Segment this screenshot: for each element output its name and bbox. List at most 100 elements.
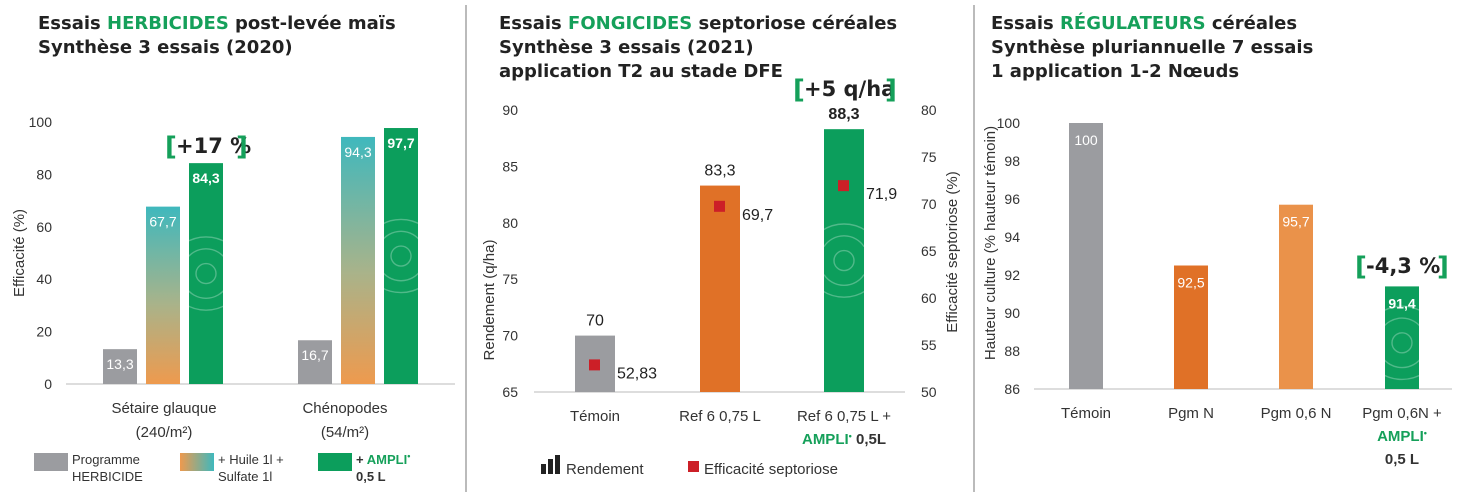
bar	[700, 185, 740, 392]
legend-label: Programme	[72, 452, 140, 467]
wave-ring	[1391, 332, 1413, 354]
panel1-subtitle: Synthèse 3 essais (2020)	[38, 37, 293, 58]
y2-tick-label: 55	[921, 337, 937, 353]
panel3-category-sublabel: AMPLI•	[1377, 428, 1427, 445]
panel1-bars: 13,3 67,7 84,3 16,7 94,3 97,7	[103, 128, 424, 384]
panel3-y-axis: 86 88 90 92 94 96 98 100	[997, 115, 1021, 397]
wave-arc	[378, 285, 424, 294]
fongicides-panel: Essais FONGICIDES septoriose céréales Sy…	[481, 13, 961, 478]
wave-arc	[183, 302, 229, 311]
legend-label: HERBICIDE	[72, 469, 143, 484]
y-tick-label: 20	[36, 324, 52, 340]
wave-arc	[378, 218, 424, 227]
panel2-y-axes: 65 70 75 80 85 90 50 55 60 65 70 75 80	[502, 102, 936, 400]
y-tick-label: 90	[502, 102, 518, 118]
panel2-subtitle: application T2 au stade DFE	[499, 61, 783, 82]
panel1-category-sublabel: (240/m²)	[136, 424, 193, 441]
panel2-category-sublabel: AMPLI• 0,5L	[802, 431, 886, 448]
legend-swatch-ampli	[318, 453, 352, 471]
bar-value-label: 70	[586, 313, 604, 330]
panel2-bars: 70 52,83 83,3 69,7 88,3 71,9	[575, 106, 897, 392]
marker-value-label: 69,7	[742, 207, 773, 224]
marker-value-label: 71,9	[866, 186, 897, 203]
svg-text:[: [	[165, 132, 177, 162]
panel1-title-highlight: HERBICIDES	[107, 13, 229, 34]
y2-tick-label: 75	[921, 149, 937, 165]
bar-texture	[183, 236, 229, 311]
bar-texture	[1379, 305, 1425, 381]
wave-arc	[185, 248, 227, 260]
panel1-category-label: Chénopodes	[302, 400, 387, 417]
y2-tick-label: 60	[921, 290, 937, 306]
legend-swatch-programme	[34, 453, 68, 471]
bar-value-label: 67,7	[149, 214, 176, 230]
panel3-annotation: [ -4,3 % ]	[1355, 252, 1449, 282]
y2-tick-label: 50	[921, 384, 937, 400]
wave-ring	[833, 249, 855, 272]
bar	[1174, 265, 1208, 389]
y-tick-label: 86	[1004, 381, 1020, 397]
legend-label: Sulfate 1l	[218, 469, 272, 484]
y-tick-label: 65	[502, 384, 518, 400]
y-tick-label: 40	[36, 271, 52, 287]
panel2-legend: Rendement Efficacité septoriose	[541, 455, 838, 478]
wave-arc	[380, 269, 422, 282]
y-tick-label: 90	[1004, 305, 1020, 321]
bar	[189, 163, 223, 384]
wave-arc	[1381, 356, 1423, 369]
marker-value-label: 52,83	[617, 365, 657, 382]
wave-arc	[821, 223, 867, 232]
regulateurs-panel: Essais RÉGULATEURS céréales Synthèse plu…	[982, 12, 1452, 468]
panel1-y-axis: 0 20 40 60 80 100	[29, 114, 53, 392]
legend-swatch-huile	[180, 453, 214, 471]
bar	[384, 128, 418, 384]
wave-arc	[821, 290, 867, 298]
y-tick-label: 98	[1004, 153, 1020, 169]
y-tick-label: 70	[502, 328, 518, 344]
panel3-bars: 100 92,5 95,7 91,4	[1069, 123, 1425, 389]
bar	[1385, 286, 1419, 389]
panel2-annotation-text: +5 q/ha	[804, 77, 895, 101]
panel1-annotation: [ +17 % ]	[165, 132, 251, 162]
panel2-title-highlight: FONGICIDES	[568, 13, 692, 34]
bar	[298, 340, 332, 384]
bar	[146, 206, 180, 384]
y-tick-label: 80	[502, 215, 518, 231]
panel2-category-label: Témoin	[570, 408, 620, 425]
panel3-y-axis-label: Hauteur culture (% hauteur témoin)	[982, 126, 999, 360]
panel2-annotation: [ +5 q/ha ]	[793, 75, 897, 105]
panel1-legend: Programme HERBICIDE + Huile 1l + Sulfate…	[34, 451, 410, 484]
efficacite-marker	[714, 200, 725, 212]
panel3-category-sublabel: 0,5 L	[1385, 451, 1419, 468]
panel2-y2-axis-label: Efficacité septoriose (%)	[944, 171, 961, 332]
panel3-subtitle: 1 application 1-2 Nœuds	[991, 61, 1239, 82]
efficacite-marker	[838, 180, 849, 192]
wave-arc	[1379, 372, 1425, 381]
bar-value-label: 94,3	[344, 144, 371, 160]
svg-text:[: [	[793, 75, 805, 105]
y-tick-label: 60	[36, 219, 52, 235]
svg-text:]: ]	[885, 75, 897, 105]
panel3-title-highlight: RÉGULATEURS	[1060, 12, 1206, 34]
y-tick-label: 85	[502, 158, 518, 174]
svg-text:]: ]	[1437, 252, 1449, 282]
wave-arc	[380, 230, 422, 243]
wave-arc	[1381, 317, 1423, 330]
panel3-category-label: Témoin	[1061, 405, 1111, 422]
y-tick-label: 88	[1004, 343, 1020, 359]
bar-texture	[821, 223, 867, 298]
bar	[824, 129, 864, 392]
panel1-y-axis-label: Efficacité (%)	[11, 209, 28, 297]
panel3-subtitle: Synthèse pluriannuelle 7 essais	[991, 37, 1313, 58]
panel3-category-label: Pgm 0,6 N	[1261, 405, 1332, 422]
bar-value-label: 13,3	[106, 356, 133, 372]
bar-texture	[378, 218, 424, 294]
y2-tick-label: 80	[921, 102, 937, 118]
y-tick-label: 0	[44, 376, 52, 392]
y-tick-label: 92	[1004, 267, 1020, 283]
y-tick-label: 100	[29, 114, 53, 130]
bar-value-label: 84,3	[192, 170, 219, 186]
bar	[1279, 204, 1313, 389]
bar-value-label: 92,5	[1177, 275, 1204, 291]
wave-ring	[390, 245, 412, 267]
